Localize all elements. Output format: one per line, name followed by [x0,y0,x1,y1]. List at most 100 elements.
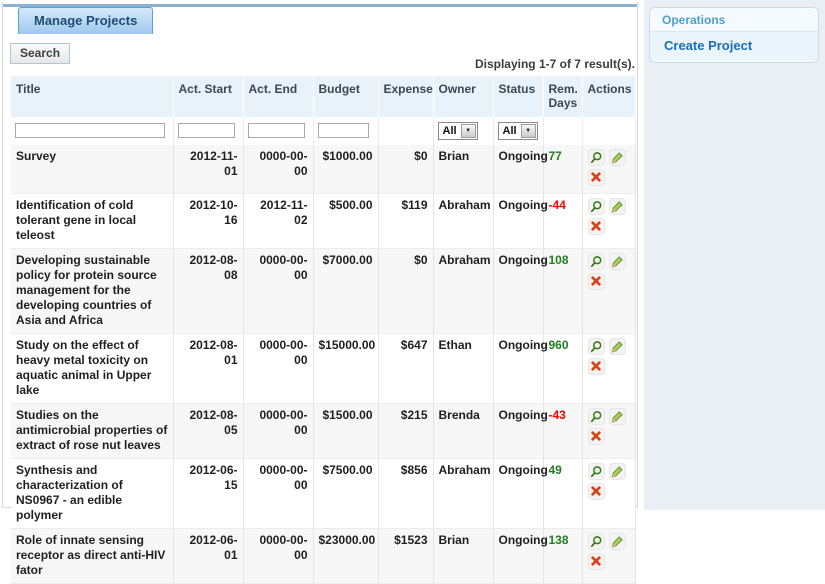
operations-panel: Operations Create Project [649,7,819,63]
cell-budget: $7000.00 [313,248,379,334]
x-icon [589,219,603,233]
cell-act-start: 2012-10-16 [173,193,244,249]
cell-act-start: 2012-11-01 [173,145,244,194]
cell-owner: Ethan [433,333,494,404]
budget-filter-input[interactable] [317,123,369,138]
grid-header-row: Title Act. Start Act. End Budget Expense… [11,76,636,117]
cell-owner: Brenda [433,403,494,459]
cell-rem-days: -44 [543,193,583,249]
grid-filter-row: All ▼ All ▼ [11,117,636,145]
delete-button[interactable] [587,357,605,375]
delete-button[interactable] [587,482,605,500]
magnifier-icon [589,410,603,424]
cell-status: Ongoing [493,458,548,529]
x-icon [589,484,603,498]
delete-button[interactable] [587,272,605,290]
cell-budget: $23000.00 [313,528,379,584]
table-row[interactable]: Synthesis and characterization of NS0967… [11,458,636,529]
pencil-icon [610,151,624,165]
top-divider [3,4,637,7]
view-button[interactable] [587,408,605,425]
cell-expense: $0 [378,145,434,194]
x-icon [589,554,603,568]
cell-status: Ongoing [493,248,548,334]
cell-status: Ongoing [493,333,548,404]
cell-title: Developing sustainable policy for protei… [11,248,174,334]
magnifier-icon [589,535,603,549]
cell-rem-days: 77 [543,145,583,194]
table-row[interactable]: Developing sustainable policy for protei… [11,248,636,334]
cell-act-end: 0000-00-00 [243,145,314,194]
owner-filter-value: All [442,125,457,137]
cell-expense: $856 [378,458,434,529]
table-row[interactable]: Survey 2012-11-01 0000-00-00 $1000.00 $0… [11,145,636,194]
act-end-filter-input[interactable] [247,123,305,138]
cell-rem-days: 108 [543,248,583,334]
update-button[interactable] [608,198,626,215]
cell-status: Ongoing [493,528,548,584]
table-row[interactable]: Identification of cold tolerant gene in … [11,193,636,249]
tab-manage-projects[interactable]: Manage Projects [18,7,154,34]
update-button[interactable] [608,408,626,425]
x-icon [589,429,603,443]
view-button[interactable] [587,253,605,270]
title-filter-input[interactable] [15,123,165,138]
table-row[interactable]: Study on the effect of heavy metal toxic… [11,333,636,404]
delete-button[interactable] [587,217,605,235]
owner-filter-select[interactable]: All ▼ [437,122,478,140]
chevron-down-icon: ▼ [460,124,476,138]
table-row[interactable]: Studies on the antimicrobial properties … [11,403,636,459]
cell-expense: $119 [378,193,434,249]
update-button[interactable] [608,253,626,270]
view-button[interactable] [587,533,605,550]
create-project-link[interactable]: Create Project [650,32,818,60]
cell-expense: $1523 [378,528,434,584]
cell-actions [582,193,636,249]
cell-act-end: 0000-00-00 [243,403,314,459]
column-header-status[interactable]: Status [493,76,544,117]
results-summary: Displaying 1-7 of 7 result(s). [474,57,635,71]
column-header-expense[interactable]: Expense [378,76,434,117]
status-filter-select[interactable]: All ▼ [497,122,538,140]
search-button[interactable]: Search [10,43,71,64]
act-start-filter-input[interactable] [177,123,235,138]
update-button[interactable] [608,533,626,550]
cell-act-start: 2012-06-01 [173,528,244,584]
cell-owner: Brian [433,145,494,194]
delete-button[interactable] [587,168,605,186]
view-button[interactable] [587,463,605,480]
cell-act-start: 2012-06-15 [173,458,244,529]
cell-status: Ongoing [493,403,548,459]
cell-act-end: 0000-00-00 [243,458,314,529]
view-button[interactable] [587,338,605,355]
column-header-act-start[interactable]: Act. Start [173,76,244,117]
update-button[interactable] [608,463,626,480]
x-icon [589,359,603,373]
column-header-owner[interactable]: Owner [433,76,494,117]
column-header-title[interactable]: Title [11,76,174,117]
cell-title: Studies on the antimicrobial properties … [11,403,174,459]
update-button[interactable] [608,149,626,166]
cell-budget: $1500.00 [313,403,379,459]
cell-act-end: 0000-00-00 [243,528,314,584]
delete-button[interactable] [587,552,605,570]
cell-title: Synthesis and characterization of NS0967… [11,458,174,529]
update-button[interactable] [608,338,626,355]
pencil-icon [610,255,624,269]
cell-budget: $500.00 [313,193,379,249]
right-sidebar: Operations Create Project [644,0,825,510]
table-row[interactable]: Role of innate sensing receptor as direc… [11,528,636,584]
column-header-rem-days[interactable]: Rem. Days [543,76,583,117]
column-header-budget[interactable]: Budget [313,76,379,117]
magnifier-icon [589,465,603,479]
cell-status: Ongoing [493,193,548,249]
view-button[interactable] [587,149,605,166]
column-header-act-end[interactable]: Act. End [243,76,314,117]
view-button[interactable] [587,198,605,215]
chevron-down-icon: ▼ [520,124,536,138]
projects-grid: Title Act. Start Act. End Budget Expense… [11,76,636,584]
cell-actions [582,403,636,459]
delete-button[interactable] [587,427,605,445]
cell-budget: $7500.00 [313,458,379,529]
cell-act-start: 2012-08-01 [173,333,244,404]
